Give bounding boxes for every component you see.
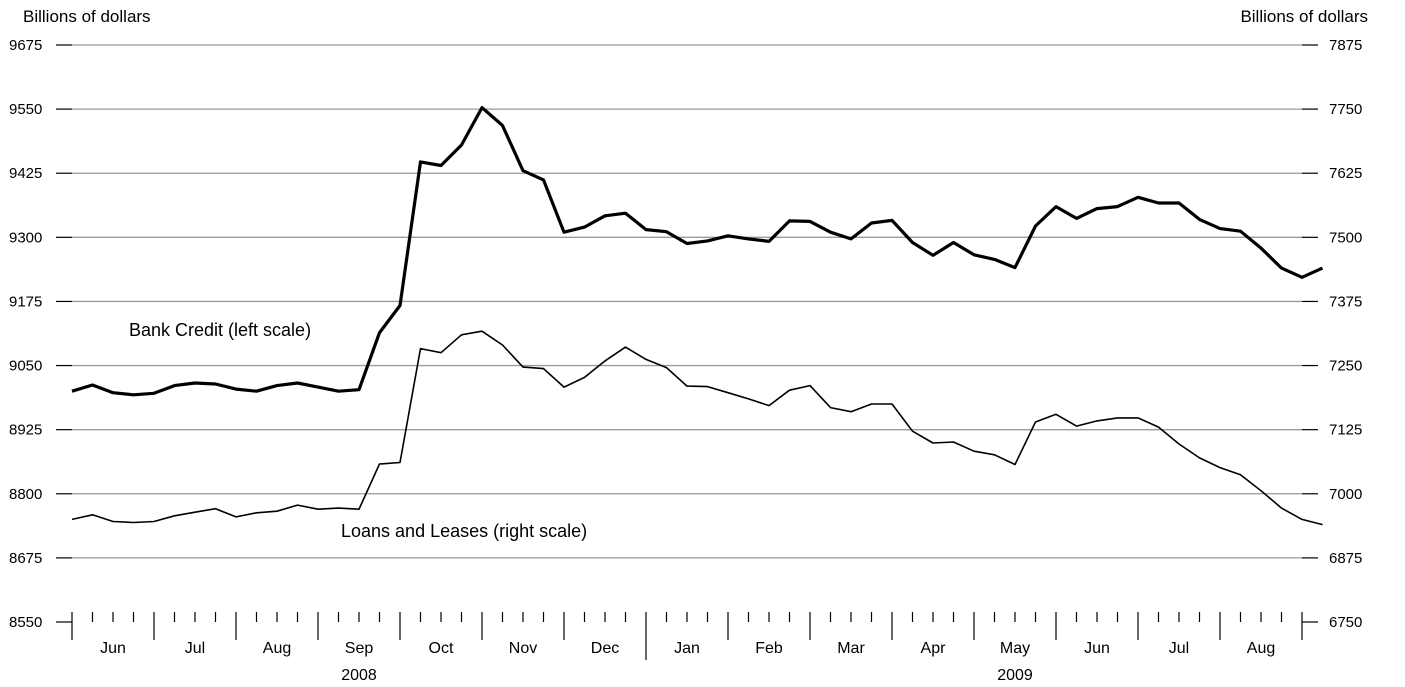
left-tick-label: 9300 — [9, 229, 42, 246]
month-label: Aug — [1247, 640, 1275, 657]
left-tick-label: 8925 — [9, 422, 42, 439]
month-label: Sep — [345, 640, 374, 657]
right-tick-label: 7500 — [1329, 229, 1362, 246]
left-axis: 8550 8675 8800 8925 9050 9175 9300 9425 9550 9675 — [9, 37, 72, 631]
left-tick-label: 8800 — [9, 486, 42, 503]
left-tick-label: 9550 — [9, 101, 42, 118]
month-label: Dec — [591, 640, 619, 657]
left-tick-label: 8675 — [9, 550, 42, 567]
right-axis-unit-label: Billions of dollars — [1240, 7, 1368, 26]
year-label: 2008 — [341, 667, 377, 684]
gridlines — [72, 44, 1302, 559]
left-tick-label: 9425 — [9, 165, 42, 182]
month-label: Oct — [429, 640, 454, 657]
month-label: Jun — [1084, 640, 1110, 657]
series-label-loans-leases: Loans and Leases (right scale) — [341, 521, 587, 541]
month-label: Jul — [1169, 640, 1189, 657]
left-tick-label: 9050 — [9, 358, 42, 375]
month-label: Apr — [921, 640, 947, 657]
right-tick-label: 6750 — [1329, 614, 1362, 631]
right-tick-label: 6875 — [1329, 550, 1362, 567]
month-label: Mar — [837, 640, 865, 657]
month-label: Jan — [674, 640, 700, 657]
month-label: May — [1000, 640, 1030, 657]
right-axis: 6750 6875 7000 7125 7250 7375 7500 7625 7750 7875 — [1302, 37, 1362, 631]
right-tick-label: 7625 — [1329, 165, 1362, 182]
series-line-loans-leases — [71, 330, 1323, 526]
year-label: 2009 — [997, 667, 1033, 684]
right-tick-label: 7875 — [1329, 37, 1362, 54]
right-tick-label: 7375 — [1329, 293, 1362, 310]
right-tick-label: 7125 — [1329, 422, 1362, 439]
x-axis: Jun Jul Aug Sep Oct Nov Dec Jan Feb Mar Apr May Jun J… — [71, 612, 1303, 684]
series-layer — [71, 106, 1324, 526]
month-label: Feb — [755, 640, 783, 657]
month-label: Jun — [100, 640, 126, 657]
series-label-bank-credit: Bank Credit (left scale) — [129, 320, 311, 340]
left-axis-unit-label: Billions of dollars — [23, 7, 151, 26]
month-label: Aug — [263, 640, 291, 657]
month-label: Jul — [185, 640, 205, 657]
month-label: Nov — [509, 640, 537, 657]
right-tick-label: 7000 — [1329, 486, 1362, 503]
left-tick-label: 9175 — [9, 293, 42, 310]
right-tick-label: 7250 — [1329, 358, 1362, 375]
left-tick-label: 9675 — [9, 37, 42, 54]
right-tick-label: 7750 — [1329, 101, 1362, 118]
series-line-bank-credit — [71, 106, 1324, 397]
left-tick-label: 8550 — [9, 614, 42, 631]
